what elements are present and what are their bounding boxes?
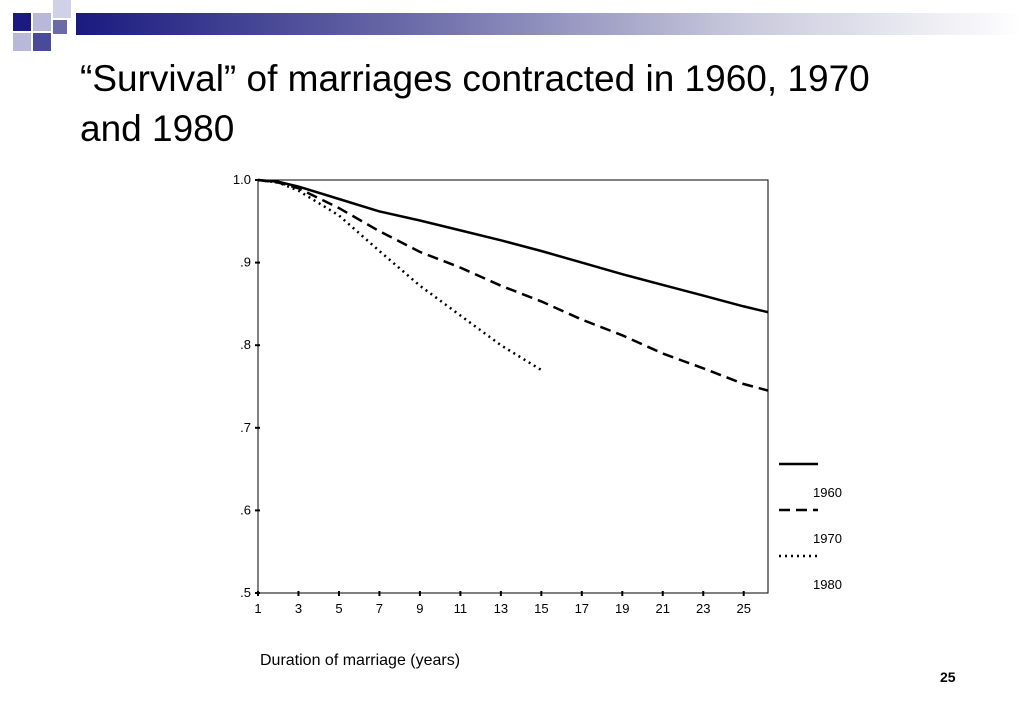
series-line-1980 bbox=[257, 178, 542, 372]
deco-square-lavender-3 bbox=[53, 0, 71, 18]
page-number: 25 bbox=[940, 669, 956, 685]
x-tick-label: 25 bbox=[736, 601, 750, 616]
x-tick-label: 1 bbox=[254, 601, 261, 616]
deco-square-navy-2 bbox=[33, 33, 51, 51]
deco-square-lavender-1 bbox=[33, 13, 51, 31]
x-tick-label: 21 bbox=[656, 601, 670, 616]
legend: 1960 1970 1980 bbox=[779, 462, 842, 592]
x-tick-label: 5 bbox=[335, 601, 342, 616]
y-tick-label: .6 bbox=[240, 502, 251, 517]
legend-label-1970: 1970 bbox=[813, 531, 842, 546]
slide-decoration bbox=[0, 0, 1023, 60]
plot-area bbox=[257, 179, 769, 594]
slide-title: “Survival” of marriages contracted in 19… bbox=[80, 58, 870, 149]
header-gradient-bar bbox=[76, 13, 1023, 35]
x-axis-ticks: 1 3 5 7 9 11 13 15 17 19 21 23 25 bbox=[254, 591, 751, 616]
series-line-1960 bbox=[257, 178, 769, 314]
x-tick-label: 13 bbox=[494, 601, 508, 616]
series-line-1970 bbox=[257, 178, 769, 392]
x-tick-label: 15 bbox=[534, 601, 548, 616]
x-tick-label: 23 bbox=[696, 601, 710, 616]
x-axis-label: Duration of marriage (years) bbox=[260, 652, 460, 669]
legend-label-1980: 1980 bbox=[813, 577, 842, 592]
x-tick-label: 11 bbox=[454, 601, 468, 616]
x-tick-label: 9 bbox=[416, 601, 423, 616]
deco-square-lavender-2 bbox=[13, 33, 31, 51]
x-tick-label: 3 bbox=[295, 601, 302, 616]
y-axis-ticks: .5 .6 .7 .8 .9 1.0 bbox=[233, 172, 260, 600]
x-tick-label: 7 bbox=[376, 601, 383, 616]
x-tick-label: 17 bbox=[575, 601, 589, 616]
series-lines bbox=[257, 178, 769, 392]
y-tick-label: .9 bbox=[240, 255, 251, 270]
legend-label-1960: 1960 bbox=[813, 485, 842, 500]
y-tick-label: 1.0 bbox=[233, 172, 251, 187]
y-tick-label: .5 bbox=[240, 585, 251, 600]
deco-square-navy-3 bbox=[53, 20, 67, 34]
deco-square-navy-1 bbox=[13, 13, 31, 31]
x-tick-label: 19 bbox=[615, 601, 629, 616]
y-tick-label: .7 bbox=[240, 420, 251, 435]
y-tick-label: .8 bbox=[240, 337, 251, 352]
